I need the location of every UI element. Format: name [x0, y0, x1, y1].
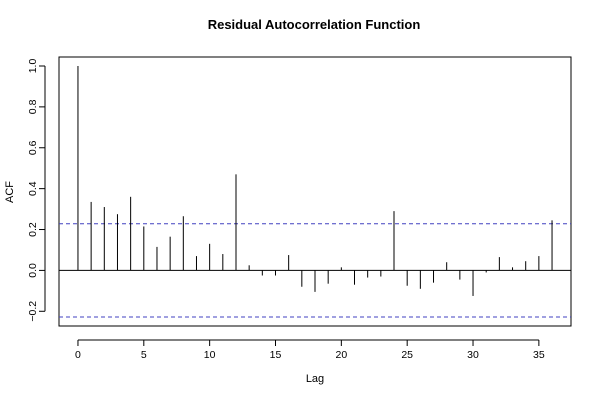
y-tick-label: 0.4 — [27, 181, 39, 196]
y-axis-label: ACF — [4, 181, 16, 203]
x-tick-label: 25 — [401, 349, 413, 361]
x-tick-label: 15 — [270, 349, 282, 361]
y-tick-label: 0.8 — [27, 99, 39, 114]
y-tick-label: 0.0 — [27, 263, 39, 278]
plot-frame — [58, 56, 572, 327]
y-tick-label: 1.0 — [27, 59, 39, 74]
x-tick-label: 20 — [335, 349, 347, 361]
y-tick-label: 0.2 — [27, 222, 39, 237]
chart-title: Residual Autocorrelation Function — [208, 17, 421, 32]
x-ticks: 0 5 10 15 20 25 30 35 — [75, 340, 545, 361]
y-tick-label: −0.2 — [27, 301, 39, 322]
y-ticks: −0.2 0.0 0.2 0.4 0.6 0.8 1.0 — [27, 59, 45, 322]
x-tick-label: 10 — [204, 349, 216, 361]
plot-area — [59, 65, 571, 318]
y-axis: −0.2 0.0 0.2 0.4 0.6 0.8 1.0 — [27, 59, 46, 322]
x-tick-label: 0 — [75, 349, 81, 361]
y-tick-label: 0.6 — [27, 140, 39, 155]
x-tick-label: 35 — [533, 349, 545, 361]
x-axis-label: Lag — [306, 373, 324, 385]
acf-bars — [77, 65, 553, 296]
x-axis: 0 5 10 15 20 25 30 35 — [75, 339, 545, 361]
x-tick-label: 30 — [467, 349, 479, 361]
x-tick-label: 5 — [141, 349, 147, 361]
